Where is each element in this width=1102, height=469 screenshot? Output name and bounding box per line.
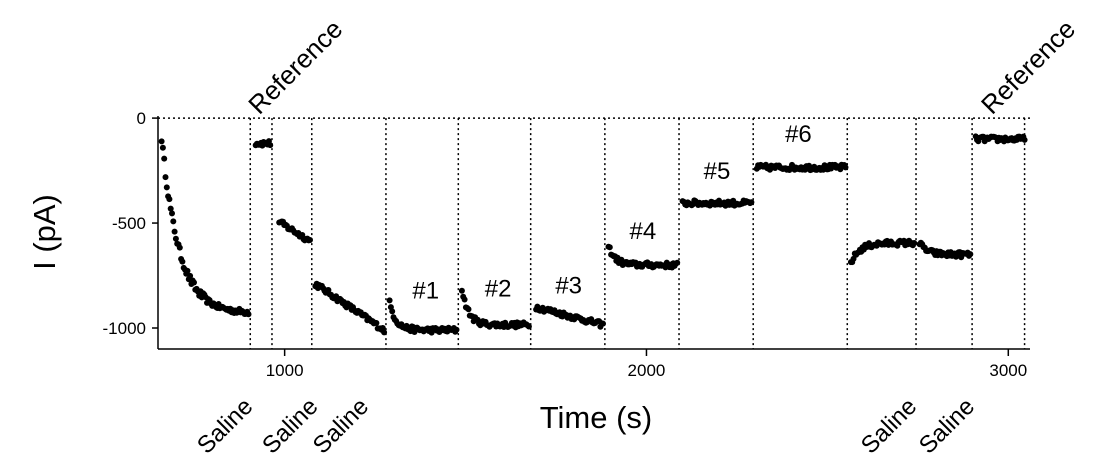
x-axis-title: Time (s) <box>540 400 653 435</box>
data-point <box>170 218 177 225</box>
saline-label: Saline <box>192 393 258 459</box>
data-point <box>267 142 274 149</box>
data-point <box>842 164 849 171</box>
x-tick-group: 1000 2000 3000 <box>266 349 1027 380</box>
data-point <box>166 196 173 203</box>
data-point <box>187 272 194 279</box>
annotation-sample-4: #4 <box>629 218 656 245</box>
data-point <box>600 320 606 327</box>
data-point <box>179 258 186 265</box>
data-point <box>373 320 380 326</box>
data-points <box>158 133 1028 336</box>
saline-label: Saline <box>856 393 922 459</box>
data-point <box>461 296 468 303</box>
y-axis-title: I (pA) <box>27 194 62 270</box>
data-point <box>453 326 460 333</box>
data-point <box>159 144 166 151</box>
data-point <box>184 267 191 274</box>
data-point <box>245 311 252 318</box>
annotation-reference-end: Reference <box>975 14 1081 120</box>
y-tick-label: -500 <box>112 214 146 233</box>
phase-dividers <box>249 118 1026 349</box>
annotation-reference-start: Reference <box>242 14 348 120</box>
annotations: Reference Reference #1 #2 #3 #4 #5 #6 <box>242 14 1081 305</box>
data-point <box>176 244 183 251</box>
data-point <box>307 237 313 243</box>
data-point <box>967 251 974 258</box>
saline-label: Saline <box>257 393 323 459</box>
annotation-sample-3: #3 <box>555 272 582 299</box>
data-point <box>381 329 388 336</box>
data-point <box>1021 136 1028 143</box>
y-tick-label: -1000 <box>103 319 146 338</box>
data-point <box>171 228 178 235</box>
data-point <box>525 323 532 330</box>
y-tick-group: 0 -500 -1000 <box>103 109 158 338</box>
x-tick-label: 1000 <box>266 361 304 380</box>
data-point <box>386 297 393 304</box>
data-point <box>389 308 396 315</box>
annotation-sample-5: #5 <box>704 158 731 185</box>
x-tick-label: 3000 <box>989 361 1027 380</box>
data-point <box>465 306 472 313</box>
data-point <box>167 205 174 212</box>
data-point <box>162 174 169 181</box>
data-point <box>161 155 168 162</box>
data-point <box>191 279 197 286</box>
data-point <box>458 287 465 294</box>
data-point <box>911 240 918 246</box>
annotation-sample-1: #1 <box>412 278 439 305</box>
x-tick-label: 2000 <box>628 361 666 380</box>
saline-label: Saline <box>914 393 980 459</box>
data-point <box>169 210 175 217</box>
data-point <box>163 184 170 191</box>
y-tick-label: 0 <box>137 109 146 128</box>
annotation-sample-6: #6 <box>785 121 812 148</box>
data-point <box>172 235 179 242</box>
annotation-sample-2: #2 <box>485 276 512 303</box>
data-point <box>674 259 681 266</box>
data-point <box>748 199 755 206</box>
saline-label: Saline <box>308 393 374 459</box>
data-point <box>606 244 613 251</box>
data-point <box>158 138 165 145</box>
